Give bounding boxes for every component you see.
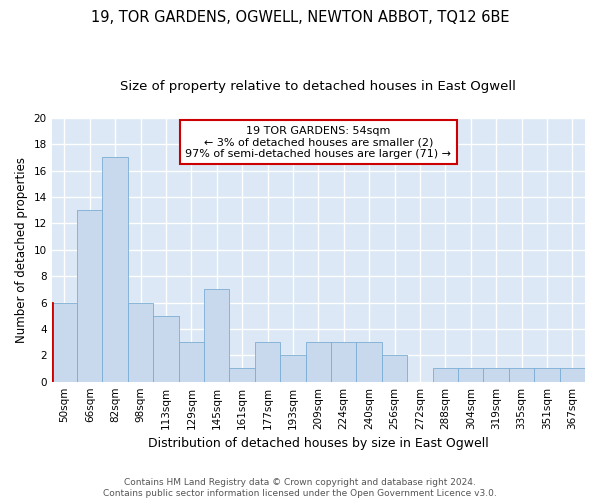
Bar [229,368,255,382]
Bar [153,316,179,382]
Bar [433,368,458,382]
Bar [356,342,382,382]
Bar [52,302,77,382]
Bar [179,342,204,382]
Bar [560,368,585,382]
Bar [280,356,305,382]
Bar [458,368,484,382]
Bar [128,302,153,382]
Bar [255,342,280,382]
Text: Contains HM Land Registry data © Crown copyright and database right 2024.
Contai: Contains HM Land Registry data © Crown c… [103,478,497,498]
Text: 19 TOR GARDENS: 54sqm
← 3% of detached houses are smaller (2)
97% of semi-detach: 19 TOR GARDENS: 54sqm ← 3% of detached h… [185,126,451,159]
Bar [382,356,407,382]
Bar [331,342,356,382]
Y-axis label: Number of detached properties: Number of detached properties [15,156,28,342]
X-axis label: Distribution of detached houses by size in East Ogwell: Distribution of detached houses by size … [148,437,489,450]
Text: 19, TOR GARDENS, OGWELL, NEWTON ABBOT, TQ12 6BE: 19, TOR GARDENS, OGWELL, NEWTON ABBOT, T… [91,10,509,25]
Bar [103,158,128,382]
Bar [509,368,534,382]
Bar [534,368,560,382]
Bar [77,210,103,382]
Title: Size of property relative to detached houses in East Ogwell: Size of property relative to detached ho… [121,80,516,93]
Bar [204,290,229,382]
Bar [484,368,509,382]
Bar [305,342,331,382]
